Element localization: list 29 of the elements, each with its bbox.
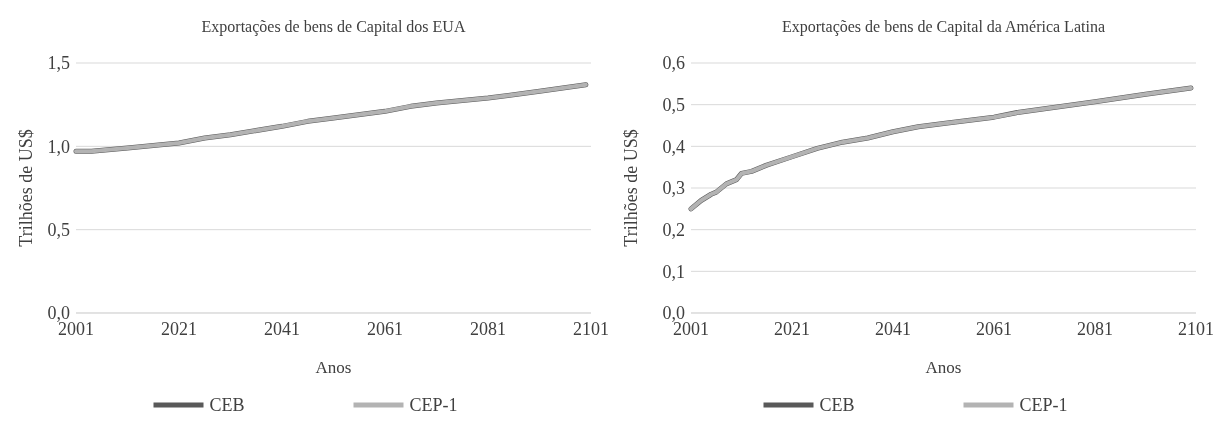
x-tick-label: 2081 xyxy=(470,319,506,339)
x-tick-label: 2021 xyxy=(774,319,810,339)
y-tick-label: 0,4 xyxy=(662,136,685,157)
x-axis-title: Anos xyxy=(925,358,962,377)
y-tick-label: 0,2 xyxy=(662,219,685,240)
legend-label: CEP-1 xyxy=(409,395,458,416)
x-tick-label: 2021 xyxy=(161,319,197,339)
legend-label: CEB xyxy=(819,395,855,416)
x-axis-title: Anos xyxy=(315,358,352,377)
legend-label: CEP-1 xyxy=(1019,395,1068,416)
x-tick-label: 2081 xyxy=(1077,319,1113,339)
y-tick-label: 0,1 xyxy=(662,261,685,282)
chart-title: Exportações de bens de Capital da América Latina xyxy=(782,18,1105,36)
y-axis-title: Trilhões de US$ xyxy=(621,129,642,247)
y-tick-label: 1,0 xyxy=(47,136,70,157)
y-tick-label: 0,5 xyxy=(47,219,70,240)
y-tick-label: 0,5 xyxy=(662,94,685,115)
x-tick-label: 2101 xyxy=(1178,319,1214,339)
legend-label: CEB xyxy=(209,395,245,416)
y-tick-label: 0,6 xyxy=(662,53,685,74)
y-tick-label: 1,5 xyxy=(47,53,70,74)
y-axis-title: Trilhões de US$ xyxy=(16,129,37,247)
x-tick-label: 2061 xyxy=(367,319,403,339)
x-tick-label: 2061 xyxy=(976,319,1012,339)
x-tick-label: 2041 xyxy=(264,319,300,339)
x-tick-label: 2041 xyxy=(875,319,911,339)
y-tick-label: 0,3 xyxy=(662,178,685,199)
x-tick-label: 2101 xyxy=(573,319,609,339)
chart-title: Exportações de bens de Capital dos EUA xyxy=(201,18,466,36)
